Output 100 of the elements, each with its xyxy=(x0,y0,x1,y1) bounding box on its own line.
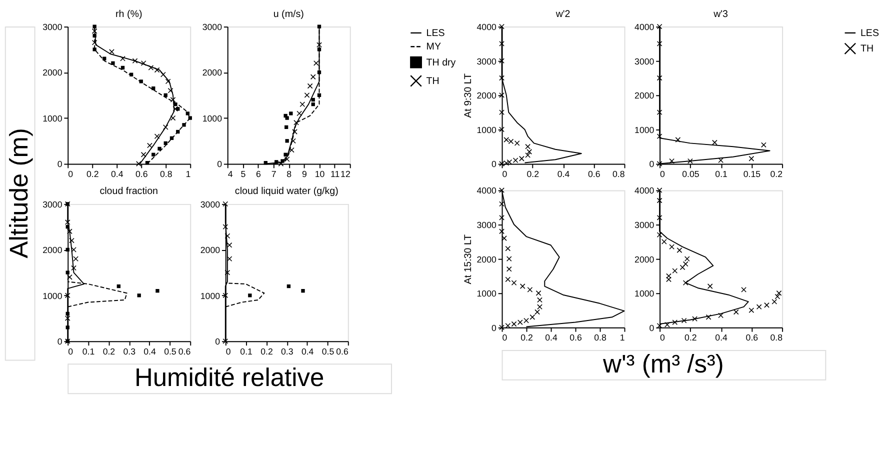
y-tick-label: 1000 xyxy=(634,124,654,135)
x-tick-label: 0.4 xyxy=(545,332,558,343)
legend-label: TH xyxy=(426,76,440,87)
x-tick-label: 0.2 xyxy=(526,168,540,179)
x-tick-label: 0.2 xyxy=(520,332,533,343)
x-tick-label: 11 xyxy=(330,168,340,179)
x-tick-label: 0 xyxy=(502,332,508,343)
chart-title: rh (%) xyxy=(116,8,142,20)
y-tick-label: 2000 xyxy=(42,68,62,78)
x-tick-label: 0.5 xyxy=(322,346,334,356)
x-tick-label: 0 xyxy=(660,168,666,179)
x-tick-label: 0.8 xyxy=(594,332,606,343)
x-tick-label: 10 xyxy=(314,168,325,179)
y-tick-label: 4000 xyxy=(476,22,496,32)
x-tick-label: 0 xyxy=(502,168,508,179)
x-tick-label: 0.2 xyxy=(86,168,99,179)
chart-title: w'3 xyxy=(712,8,729,20)
y-tick-label: 3000 xyxy=(42,22,62,32)
x-tick-label: 12 xyxy=(340,168,350,179)
y-tick-label: 0 xyxy=(217,159,222,170)
y-tick-label: 2000 xyxy=(42,245,62,256)
x-tick-label: 6 xyxy=(256,168,262,179)
y-tick-label: 4000 xyxy=(634,22,654,32)
x-tick-label: 0.3 xyxy=(123,346,136,356)
x-tick-label: 0.2 xyxy=(770,168,783,179)
x-tick-label: 0.2 xyxy=(102,346,116,356)
legend-label: LES xyxy=(426,28,446,39)
x-tick-label: 1 xyxy=(186,168,191,179)
y-axis-title: At 9:30 LT xyxy=(462,73,474,118)
y-tick-label: 1000 xyxy=(200,290,220,301)
y-tick-label: 4000 xyxy=(476,186,496,196)
y-tick-label: 0 xyxy=(649,322,654,333)
x-tick-label: 0.4 xyxy=(144,346,156,356)
text: Altitude (m) xyxy=(5,128,34,258)
y-tick-label: 2000 xyxy=(202,68,222,78)
y-tick-label: 3000 xyxy=(202,22,222,32)
x-tick-label: 0.15 xyxy=(743,168,761,179)
chart-title: u (m/s) xyxy=(273,8,304,20)
x-tick-label: 0.8 xyxy=(770,332,783,343)
legend-label: TH dry xyxy=(426,57,456,68)
y-tick-label: 2000 xyxy=(476,90,496,101)
x-tick-label: 0.6 xyxy=(570,332,582,343)
x-tick-label: 0 xyxy=(226,346,231,356)
y-tick-label: 1000 xyxy=(634,288,654,299)
x-tick-label: 0.6 xyxy=(588,168,600,179)
text: Humidité relative xyxy=(134,364,324,392)
x-tick-label: 0.2 xyxy=(260,346,273,356)
x-tick-label: 7 xyxy=(271,168,276,179)
y-tick-label: 0 xyxy=(649,159,654,170)
y-tick-label: 3000 xyxy=(476,220,496,230)
y-tick-label: 0 xyxy=(57,159,62,170)
y-tick-label: 2000 xyxy=(634,90,654,101)
chart-title: cloud liquid water (g/kg) xyxy=(234,186,338,198)
x-tick-label: 0.6 xyxy=(746,332,758,343)
y-tick-label: 4000 xyxy=(634,186,654,196)
x-tick-label: 9 xyxy=(302,168,307,179)
x-tick-label: 0.4 xyxy=(110,168,124,179)
x-tick-label: 0.1 xyxy=(82,346,95,356)
y-tick-label: 1000 xyxy=(202,113,222,124)
chart-title: w'2 xyxy=(554,8,570,20)
x-tick-label: 5 xyxy=(240,168,246,179)
y-tick-label: 1000 xyxy=(476,124,496,135)
x-tick-label: 0.1 xyxy=(715,168,728,179)
x-tick-label: 0 xyxy=(68,346,74,356)
legend-label: LES xyxy=(860,28,880,39)
x-tick-label: 0.4 xyxy=(557,168,570,179)
x-tick-label: 0 xyxy=(68,168,74,179)
x-tick-label: 4 xyxy=(228,168,233,179)
x-tick-label: 0.3 xyxy=(281,346,294,356)
x-tick-label: 0.4 xyxy=(301,346,314,356)
y-tick-label: 3000 xyxy=(42,199,62,210)
y-tick-label: 0 xyxy=(491,159,496,170)
y-tick-label: 2000 xyxy=(200,245,220,256)
y-tick-label: 1000 xyxy=(476,288,496,299)
y-tick-label: 3000 xyxy=(476,56,496,66)
x-tick-label: 0.8 xyxy=(160,168,172,179)
y-tick-label: 2000 xyxy=(476,254,496,264)
y-tick-label: 3000 xyxy=(200,199,220,210)
x-tick-label: 1 xyxy=(620,332,625,343)
x-tick-label: 0.6 xyxy=(135,168,148,179)
x-tick-label: 0.1 xyxy=(240,346,253,356)
y-tick-label: 3000 xyxy=(634,220,654,230)
y-tick-label: 1000 xyxy=(42,290,62,301)
x-tick-label: 0.2 xyxy=(684,332,697,343)
chart-title: cloud fraction xyxy=(100,186,158,198)
text: w'³ (m³ /s³) xyxy=(602,350,724,379)
x-tick-label: 0 xyxy=(660,332,666,343)
x-tick-label: 0.6 xyxy=(178,346,191,356)
x-tick-label: 0.4 xyxy=(715,332,728,343)
y-tick-label: 2000 xyxy=(634,254,654,264)
legend-label: TH xyxy=(860,44,874,55)
x-tick-label: 0.5 xyxy=(164,346,176,356)
x-tick-label: 8 xyxy=(286,168,292,179)
x-tick-label: 0.05 xyxy=(682,168,700,179)
x-tick-label: 0.8 xyxy=(612,168,625,179)
y-tick-label: 1000 xyxy=(42,113,62,124)
x-tick-label: 0.6 xyxy=(336,346,348,356)
legend-label: MY xyxy=(426,42,442,53)
y-tick-label: 3000 xyxy=(634,56,654,66)
y-axis-title: At 15:30 LT xyxy=(462,234,474,284)
